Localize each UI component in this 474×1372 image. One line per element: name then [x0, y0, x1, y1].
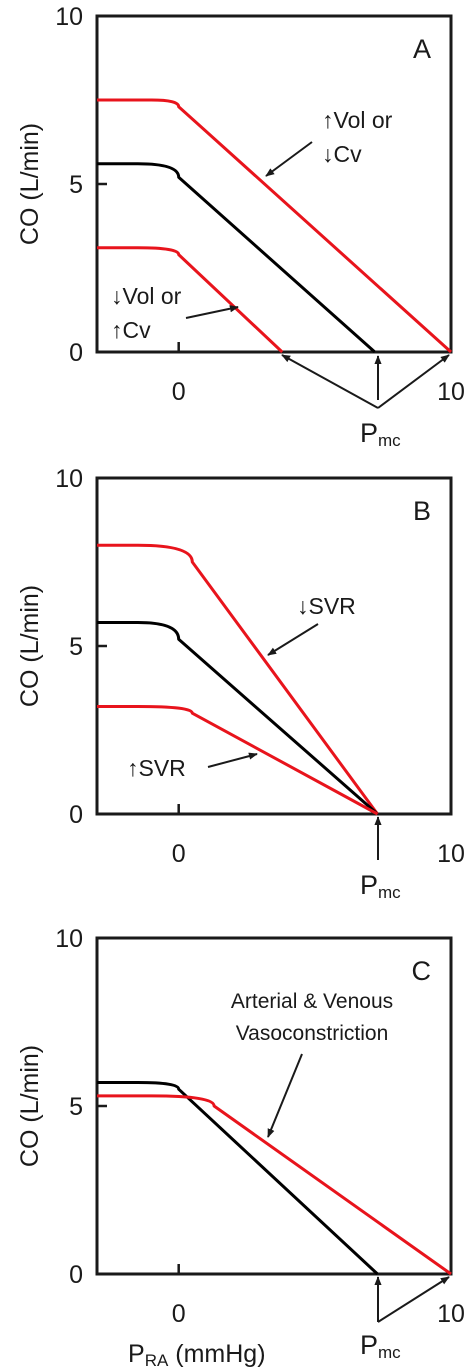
altered-curve: [97, 543, 379, 815]
annotation-vasoconstriction-line1: Arterial & Venous: [231, 990, 393, 1013]
pmc-label: Pmc: [360, 1330, 401, 1362]
panel-b: 0 5 10 0 10 CO (L/min) B ↓SVR ↑SVR Pmc: [16, 465, 465, 902]
y-tick-label: 10: [55, 3, 83, 31]
y-axis-label: CO (L/min): [16, 1045, 44, 1167]
y-tick-label: 5: [69, 633, 83, 661]
y-tick-label: 0: [69, 1261, 83, 1289]
pmc-main: P: [360, 1330, 378, 1360]
x-tick-label: 10: [437, 1300, 465, 1328]
pmc-sub: mc: [378, 883, 401, 902]
pmc-label: Pmc: [360, 418, 401, 450]
plot-frame: [95, 936, 453, 1276]
y-tick-label: 10: [55, 925, 83, 953]
pmc-sub: mc: [378, 1343, 401, 1362]
annotation-arrow: [185, 305, 239, 319]
annotation-increase-volume: ↑Vol or: [322, 107, 393, 133]
pmc-main: P: [360, 870, 378, 900]
pmc-arrow: [377, 1276, 450, 1323]
annotation-increase-svr: ↑SVR: [127, 755, 186, 781]
altered-curve: [97, 246, 284, 354]
y-tick-label: 5: [69, 171, 83, 199]
y-tick-label: 0: [69, 339, 83, 367]
pmc-main: P: [360, 418, 378, 448]
y-axis-label: CO (L/min): [16, 585, 44, 707]
annotation-decrease-compliance: ↓Cv: [322, 141, 362, 167]
pmc-sub: mc: [378, 431, 401, 450]
altered-curve: [97, 98, 453, 354]
baseline-curve: [97, 1081, 379, 1276]
annotation-vasoconstriction-line2: Vasoconstriction: [236, 1022, 389, 1045]
altered-curve: [97, 705, 379, 816]
annotation-arrow: [267, 623, 319, 656]
annotation-arrow: [207, 752, 258, 768]
x-tick-label: 0: [172, 840, 186, 868]
panel-letter: A: [413, 34, 431, 64]
x-tick-label: 0: [172, 1300, 186, 1328]
panel-letter: C: [412, 956, 432, 986]
annotation-decrease-svr: ↓SVR: [297, 593, 356, 619]
annotation-arrow: [267, 1053, 303, 1138]
pmc-arrow: [281, 354, 379, 409]
panel-c: 0 5 10 0 10 CO (L/min) C Arterial & Venous Vasoc…: [16, 925, 465, 1370]
altered-curve: [97, 1094, 452, 1276]
pmc-label: Pmc: [360, 870, 401, 902]
baseline-curve: [97, 162, 376, 354]
y-tick-label: 0: [69, 801, 83, 829]
x-axis-label: PRA (mmHg): [128, 1340, 266, 1370]
x-axis-label-main: P: [128, 1340, 145, 1368]
x-tick-label: 0: [172, 378, 186, 406]
panel-letter: B: [413, 496, 431, 526]
baseline-curve: [97, 621, 379, 816]
y-axis-label: CO (L/min): [16, 123, 44, 245]
annotation-increase-compliance: ↑Cv: [111, 317, 151, 343]
x-axis-label-units: (mmHg): [168, 1340, 265, 1368]
x-tick-label: 10: [437, 840, 465, 868]
annotation-decrease-volume: ↓Vol or: [111, 283, 182, 309]
y-tick-label: 5: [69, 1093, 83, 1121]
x-tick-label: 10: [437, 378, 465, 406]
y-tick-label: 10: [55, 465, 83, 493]
annotation-arrow: [265, 141, 313, 177]
panel-a: 0 5 10 0 10 CO (L/min) A ↑Vol or ↓Cv ↓Vol or ↑Cv Pm…: [16, 3, 465, 450]
x-axis-label-sub: RA: [145, 1351, 169, 1370]
pmc-arrow: [377, 354, 450, 409]
